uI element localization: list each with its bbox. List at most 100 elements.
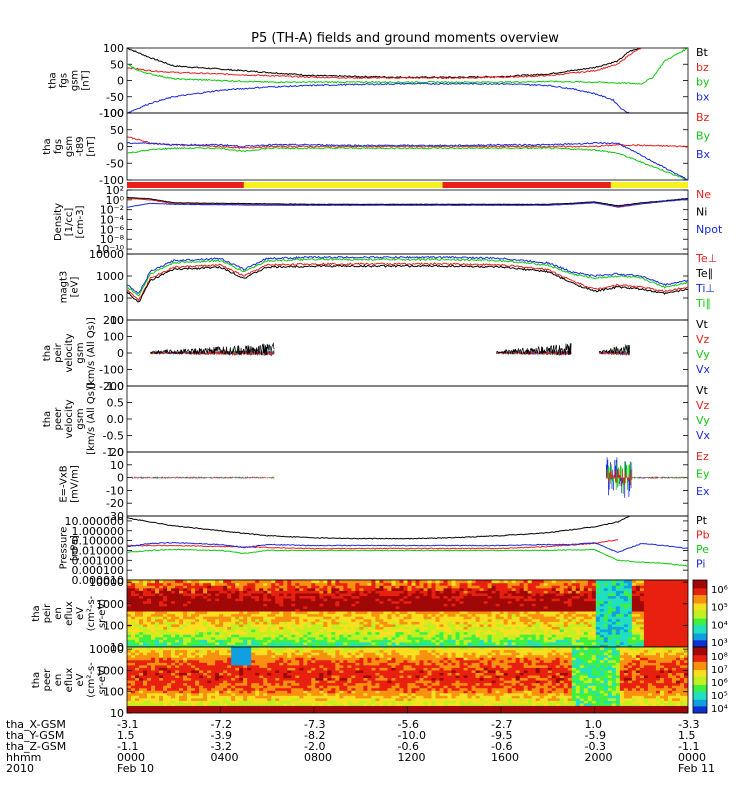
colorbar-label: 10⁴ (711, 704, 728, 715)
heatmap-peir_eflux (127, 580, 689, 648)
series-line-Pt (127, 516, 630, 539)
legend-entry: Pb (696, 529, 710, 542)
series-line-by (127, 48, 688, 84)
x-row-value: Feb 11 (678, 762, 715, 775)
y-axis-label: peir (53, 342, 64, 362)
series-fgs (127, 48, 688, 114)
x-row-label: 2010 (6, 762, 34, 775)
colorbar-peer_eflux: 10⁸ 10⁷ 10⁶ 10⁵ 10⁴ (693, 647, 728, 715)
y-axis-label: sr-eV) (97, 665, 108, 694)
series-line-bx (127, 83, 630, 113)
legend-entry: Te∥ (695, 267, 713, 280)
y-axis-label: tha (48, 72, 59, 88)
y-tick-label: 0.5 (107, 397, 125, 410)
y-tick-label: 0 (117, 75, 124, 88)
burst-trace (150, 344, 274, 356)
legend-entry: Vy (696, 348, 710, 361)
y-axis-label: (cm²-s- (86, 595, 97, 631)
colorbar-label: 10⁶ (711, 678, 728, 689)
y-axis-label: gsm (75, 408, 86, 429)
colorbar-label: 10⁸ (711, 652, 728, 663)
mode-bar (127, 182, 688, 188)
y-tick-label: 0.0 (107, 413, 125, 426)
legend-entry: Pt (696, 514, 708, 527)
y-axis-label: tha (42, 138, 53, 154)
colorbar-label: 10⁶ (711, 585, 728, 596)
series-temp (127, 256, 688, 302)
legend-entry: Vt (696, 384, 709, 397)
x-row-value: 2000 (585, 751, 613, 764)
series-line-Ne (127, 198, 688, 207)
legend-entry: Ti⊥ (695, 282, 715, 295)
legend-entry: Bx (696, 148, 711, 161)
legend-entry: Ti∥ (695, 297, 711, 310)
series-density (127, 197, 688, 207)
y-axis-label: en (53, 674, 64, 687)
legend-entry: bx (696, 90, 710, 103)
y-axis-label: tha (42, 411, 53, 427)
legend-entry: bz (696, 61, 709, 74)
legend-entry: Bz (696, 111, 710, 124)
y-axis-label: [nPa] (70, 535, 81, 561)
y-axis-label: [mV/m] (70, 465, 81, 503)
panel-frame (127, 452, 688, 516)
x-row-value: 0800 (304, 751, 332, 764)
y-tick-label: 10000 (89, 248, 124, 261)
x-row-value: 1200 (398, 751, 426, 764)
heatmap-peer_eflux (127, 647, 689, 714)
efield-trace (132, 461, 688, 494)
y-axis-label: [km/s (All Qs)] (86, 317, 97, 389)
series-pressure (127, 516, 688, 566)
y-tick-label: 100 (103, 107, 124, 120)
colorbar-label: 10⁵ (711, 691, 728, 702)
y-tick-label: 0 (117, 347, 124, 360)
y-tick-label: 100 (103, 42, 124, 55)
mode-segment (611, 182, 688, 188)
y-axis-label: gsm (64, 136, 75, 157)
x-row-value: 1600 (491, 751, 519, 764)
y-axis-label: [1/cc] (64, 208, 75, 237)
y-axis-label: fgs (53, 139, 64, 154)
legend-entry: Npot (696, 223, 723, 236)
y-tick-label: 1.0 (107, 380, 125, 393)
y-axis-label: gsm (70, 70, 81, 91)
y-tick-label: 50 (110, 58, 124, 71)
colorbar-label: 10⁷ (711, 665, 728, 676)
y-axis-label: eflux (64, 668, 75, 693)
legend-entry: Ne (696, 188, 711, 201)
y-tick-label: -20 (106, 497, 124, 510)
y-tick-label: -10 (106, 484, 124, 497)
legend-entry: Pe (696, 543, 709, 556)
y-tick-label: 100 (103, 292, 124, 305)
y-tick-label: 0 (117, 472, 124, 485)
x-row-value: 0400 (211, 751, 239, 764)
legend-entry: Vz (696, 333, 710, 346)
y-axis-label: [nT] (81, 70, 92, 90)
y-axis-label: peer (42, 668, 53, 692)
panel-density: 10²10⁰10⁻²10⁻⁴10⁻⁶10⁻⁸10⁻¹⁰Density[1/cc]… (53, 184, 723, 256)
y-axis-label: magt3 (59, 271, 70, 304)
legend-entry: Bt (696, 46, 709, 59)
colorbar-label: 10⁵ (711, 603, 728, 614)
colorbar-label: 10⁴ (711, 620, 728, 631)
y-axis-label: peir (42, 603, 53, 623)
y-tick-label: 20 (110, 446, 124, 459)
y-axis-label: tha (42, 345, 53, 361)
y-axis-label: velocity (64, 333, 75, 372)
x-row-value: Feb 10 (117, 762, 154, 775)
panel-frame (127, 386, 688, 452)
series-line-Te⊥ (127, 263, 688, 301)
y-axis-label: velocity (64, 399, 75, 438)
y-tick-label: 1000 (96, 270, 124, 283)
legend-entry: Vx (696, 363, 711, 376)
legend-entry: Ez (696, 450, 709, 463)
